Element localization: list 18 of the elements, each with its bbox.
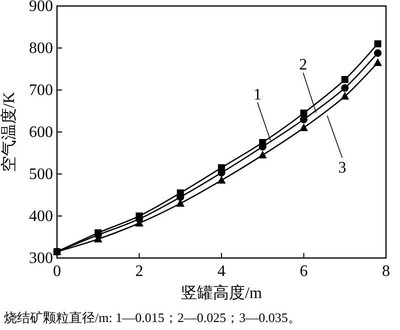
x-tick-label: 2	[135, 263, 144, 280]
x-tick-label: 0	[53, 263, 61, 280]
x-tick-label: 6	[300, 263, 308, 280]
y-tick-label: 700	[29, 82, 53, 99]
y-axis-title: 空气温度/K	[0, 92, 18, 172]
x-axis-title: 竖罐高度/m	[181, 284, 262, 302]
y-tick-label: 600	[29, 124, 53, 141]
text: 烧结矿颗粒直径/m: 1—0.015；2—0.025；3—0.035。	[4, 310, 301, 325]
annotation: 2	[299, 56, 308, 74]
y-tick-label: 500	[29, 166, 53, 183]
annotation: 1	[253, 86, 262, 104]
annotation: 3	[338, 160, 346, 177]
x-tick-label: 8	[382, 263, 390, 280]
y-tick-label: 800	[29, 40, 53, 57]
y-tick-label: 900	[29, 0, 53, 15]
y-tick-label: 300	[29, 250, 53, 267]
y-tick-label: 400	[29, 208, 53, 225]
x-tick-label: 4	[218, 263, 226, 280]
